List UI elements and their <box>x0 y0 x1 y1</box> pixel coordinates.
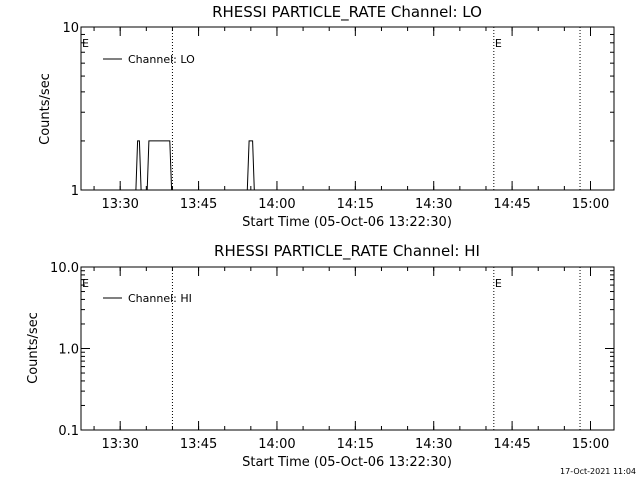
hi-event-marker-label: E <box>495 277 502 290</box>
generated-timestamp: 17-Oct-2021 11:04 <box>560 467 636 476</box>
hi-x-tick-label: 14:30 <box>415 437 452 452</box>
lo-x-axis-label: Start Time (05-Oct-06 13:22:30) <box>242 215 452 230</box>
hi-y-axis-label: Counts/sec <box>26 312 41 384</box>
lo-legend: Channel: LO <box>103 53 195 66</box>
lo-plot-frame <box>80 26 615 191</box>
lo-y-tick-label: 1 <box>71 184 79 199</box>
lo-event-marker-label: E <box>82 37 89 50</box>
hi-y-tick-label: 0.1 <box>58 424 79 439</box>
lo-chart-title: RHESSI PARTICLE_RATE Channel: LO <box>212 3 482 22</box>
lo-y-tick-label: 10 <box>62 21 79 36</box>
hi-panel: RHESSI PARTICLE_RATE Channel: HI 13:30 13… <box>26 242 615 470</box>
lo-series-line <box>135 140 255 191</box>
hi-x-tick-label: 14:45 <box>493 437 530 452</box>
hi-chart-title: RHESSI PARTICLE_RATE Channel: HI <box>214 242 480 261</box>
hi-legend: Channel: HI <box>103 292 192 305</box>
lo-y-axis-label: Counts/sec <box>38 73 53 145</box>
lo-x-tick-label: 15:00 <box>572 197 609 212</box>
lo-x-tick-label: 13:45 <box>180 197 217 212</box>
lo-x-tick-label: 14:15 <box>337 197 374 212</box>
hi-x-tick-label: 14:15 <box>337 437 374 452</box>
lo-x-tick-label: 14:45 <box>493 197 530 212</box>
lo-event-marker-label: E <box>495 37 502 50</box>
hi-x-axis-label: Start Time (05-Oct-06 13:22:30) <box>242 455 452 470</box>
lo-panel: RHESSI PARTICLE_RATE Channel: LO 13:30 13… <box>38 3 615 230</box>
hi-x-tick-label: 13:45 <box>180 437 217 452</box>
hi-y-tick-label: 10.0 <box>50 261 79 276</box>
lo-x-tick-label: 14:00 <box>258 197 295 212</box>
hi-x-tick-label: 15:00 <box>572 437 609 452</box>
hi-y-tick-label: 1.0 <box>58 343 79 358</box>
hi-x-tick-label: 13:30 <box>101 437 138 452</box>
hi-x-tick-label: 14:00 <box>258 437 295 452</box>
hi-legend-label: Channel: HI <box>128 292 192 305</box>
lo-x-tick-label: 13:30 <box>101 197 138 212</box>
lo-legend-label: Channel: LO <box>128 53 195 66</box>
lo-x-tick-label: 14:30 <box>415 197 452 212</box>
hi-event-marker-label: E <box>82 277 89 290</box>
